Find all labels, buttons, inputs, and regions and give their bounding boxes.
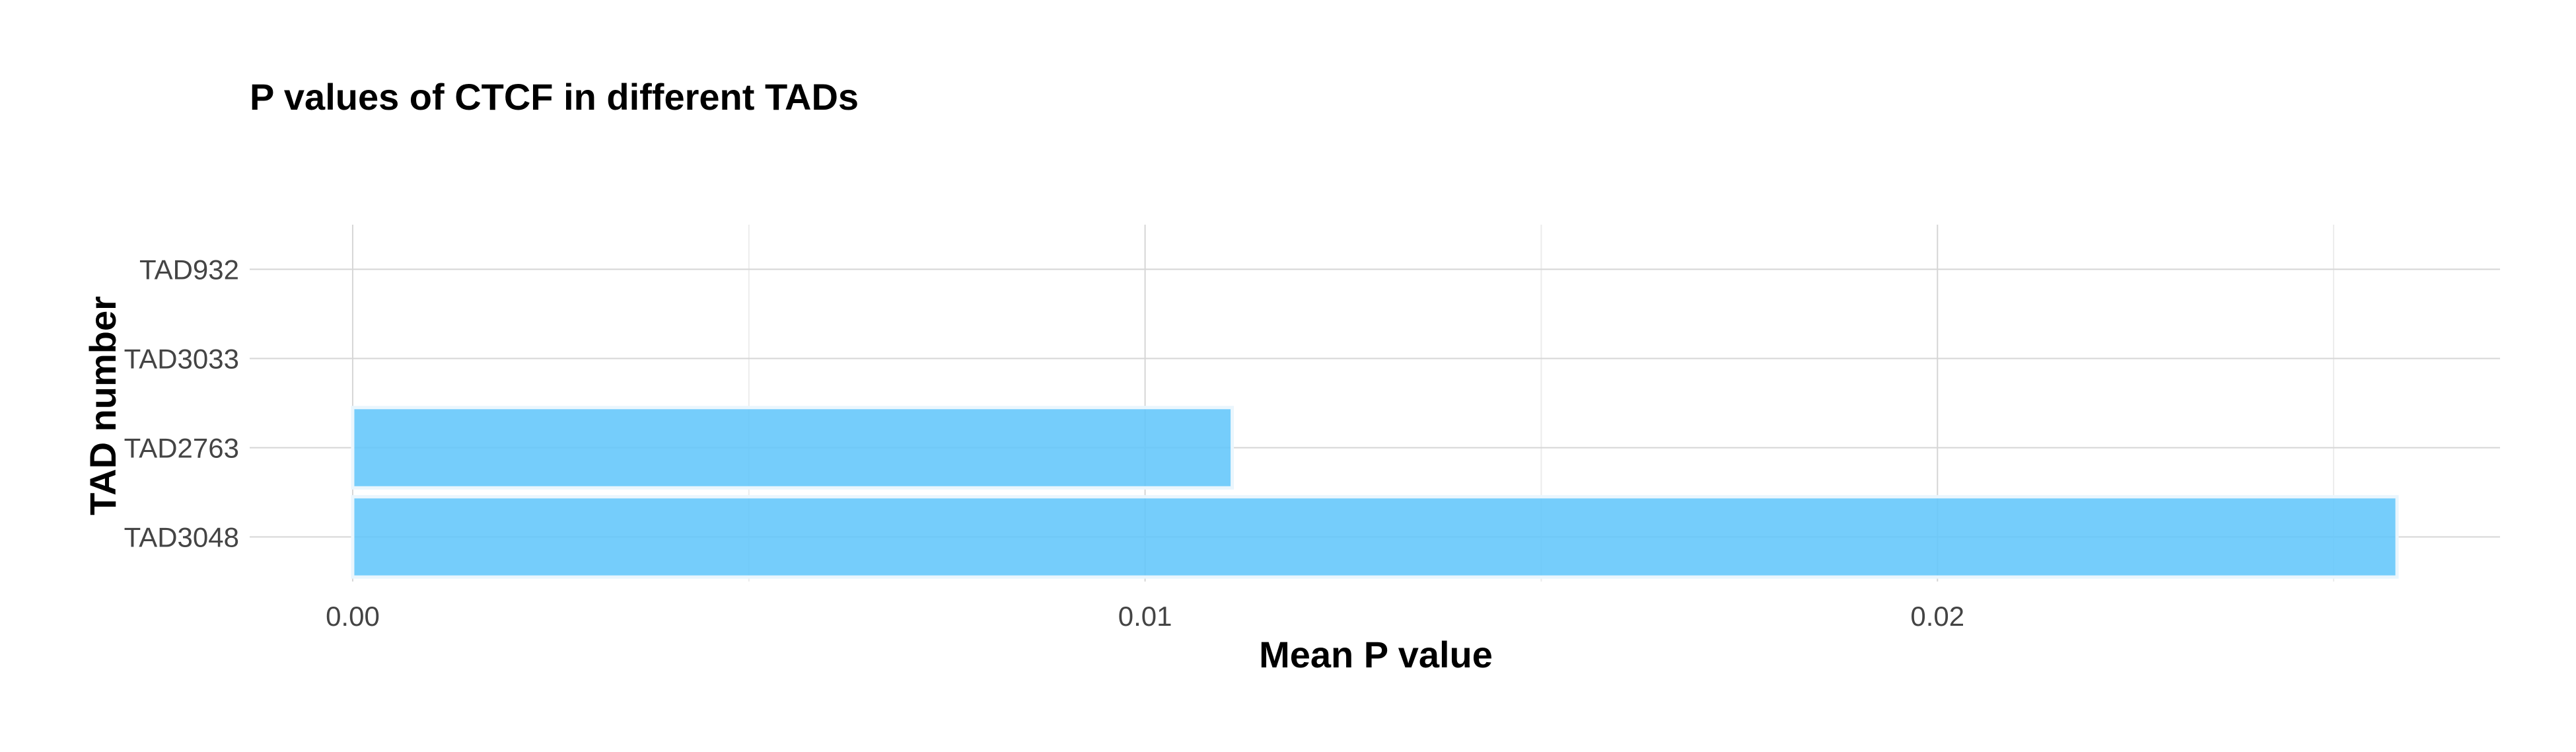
chart-title: P values of CTCF in different TADs — [250, 76, 859, 118]
bar-tad2763 — [351, 406, 1234, 490]
y-axis-tick-labels: TAD3048 TAD2763 TAD3033 TAD932 — [124, 254, 239, 553]
y-tick-label: TAD3033 — [124, 344, 239, 375]
x-tick-label: 0.00 — [326, 601, 380, 632]
y-tick-label: TAD2763 — [124, 433, 239, 464]
y-tick-label: TAD932 — [139, 254, 239, 285]
bars — [351, 406, 2399, 579]
x-axis-tick-labels: 0.00 0.01 0.02 — [326, 601, 1964, 632]
x-tick-label: 0.02 — [1910, 601, 1964, 632]
y-axis-title: TAD number — [82, 296, 124, 515]
y-tick-label: TAD3048 — [124, 522, 239, 553]
bar-tad3048 — [351, 495, 2399, 579]
x-axis-title: Mean P value — [1259, 634, 1493, 675]
x-tick-label: 0.01 — [1118, 601, 1172, 632]
